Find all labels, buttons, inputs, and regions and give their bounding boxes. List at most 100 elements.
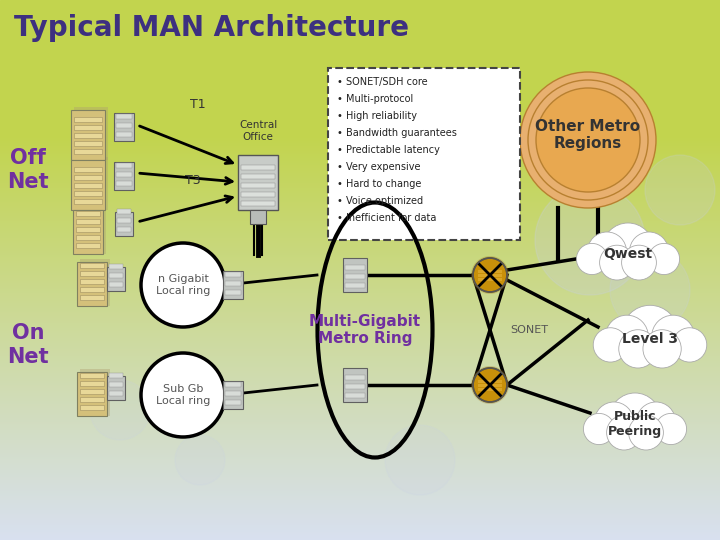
Bar <box>0 373 720 374</box>
Bar <box>0 348 720 349</box>
Bar <box>0 472 720 473</box>
Bar <box>0 303 720 304</box>
Bar <box>109 373 123 378</box>
Bar <box>0 162 720 163</box>
Bar <box>0 318 720 319</box>
Bar <box>0 157 720 158</box>
Bar <box>0 480 720 481</box>
Bar <box>0 322 720 323</box>
Bar <box>0 249 720 250</box>
Text: Public
Peering: Public Peering <box>608 410 662 437</box>
Circle shape <box>610 393 660 444</box>
Bar <box>0 129 720 130</box>
Circle shape <box>610 250 690 330</box>
Bar <box>0 377 720 378</box>
Bar <box>0 152 720 153</box>
Bar <box>0 358 720 359</box>
Bar <box>0 14 720 15</box>
Bar <box>0 430 720 431</box>
Bar <box>0 389 720 390</box>
Bar <box>0 218 720 219</box>
Bar <box>0 197 720 198</box>
Circle shape <box>606 415 642 450</box>
Bar <box>0 155 720 156</box>
Bar <box>0 97 720 98</box>
Bar <box>114 162 134 190</box>
Bar <box>0 70 720 71</box>
Bar <box>0 422 720 423</box>
Bar <box>74 191 102 196</box>
Circle shape <box>471 256 509 294</box>
Bar <box>0 168 720 169</box>
Bar <box>0 435 720 436</box>
Bar <box>241 183 275 188</box>
Circle shape <box>629 415 663 450</box>
Bar <box>0 234 720 235</box>
Bar <box>0 208 720 209</box>
Bar <box>0 481 720 482</box>
Circle shape <box>536 88 640 192</box>
Bar <box>0 522 720 523</box>
Bar <box>0 34 720 35</box>
Bar <box>0 356 720 357</box>
Bar <box>0 239 720 240</box>
Bar <box>0 201 720 202</box>
Bar <box>0 403 720 404</box>
Bar <box>0 261 720 262</box>
Bar <box>0 421 720 422</box>
Bar <box>0 254 720 255</box>
Bar <box>0 260 720 261</box>
Bar <box>0 346 720 347</box>
Bar <box>0 159 720 160</box>
Bar <box>0 160 720 161</box>
Bar <box>0 343 720 344</box>
Bar <box>116 123 132 128</box>
Bar <box>0 235 720 236</box>
Bar <box>0 468 720 469</box>
Bar <box>0 517 720 518</box>
Bar <box>0 362 720 363</box>
Bar <box>0 339 720 340</box>
Bar <box>0 92 720 93</box>
Bar <box>0 448 720 449</box>
Circle shape <box>141 353 225 437</box>
Bar <box>0 477 720 478</box>
Bar <box>0 282 720 283</box>
Bar <box>0 429 720 430</box>
Bar <box>0 87 720 88</box>
Circle shape <box>643 330 681 368</box>
Bar <box>225 400 241 405</box>
Bar <box>0 242 720 243</box>
Bar <box>0 99 720 100</box>
Bar <box>0 306 720 307</box>
Bar <box>0 47 720 48</box>
Bar <box>0 404 720 405</box>
Bar <box>0 523 720 524</box>
Bar <box>0 86 720 87</box>
Bar <box>0 392 720 393</box>
Bar <box>0 497 720 498</box>
Bar <box>0 274 720 275</box>
Bar <box>0 484 720 485</box>
Bar <box>0 112 720 113</box>
Bar <box>0 513 720 514</box>
Bar <box>0 9 720 10</box>
Bar <box>0 227 720 228</box>
Bar <box>0 329 720 330</box>
Bar <box>0 25 720 26</box>
Circle shape <box>622 305 678 361</box>
Bar <box>0 471 720 472</box>
Bar <box>0 379 720 380</box>
Bar <box>0 225 720 226</box>
Bar <box>0 396 720 397</box>
Circle shape <box>600 245 634 280</box>
Bar <box>71 110 105 160</box>
Bar <box>80 397 104 402</box>
Bar <box>80 369 110 416</box>
Bar <box>223 271 243 299</box>
Bar <box>0 259 720 260</box>
Bar <box>0 350 720 351</box>
Bar <box>0 264 720 265</box>
Bar <box>0 482 720 483</box>
Bar <box>0 248 720 249</box>
